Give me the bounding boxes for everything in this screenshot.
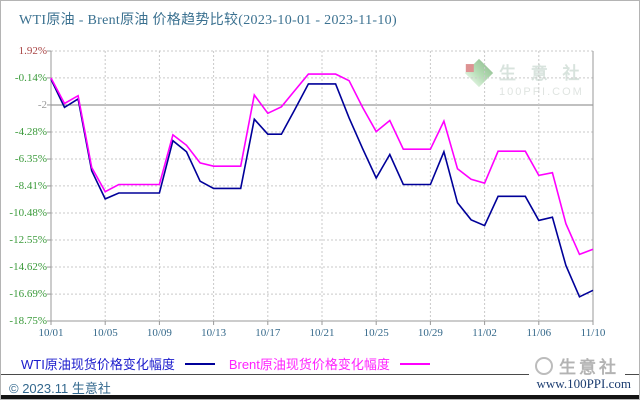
x-axis-label: 10/13 [201, 327, 227, 339]
x-axis-label: 11/02 [472, 327, 497, 339]
y-axis-label: -10.48% [9, 206, 47, 219]
legend-brent-line-swatch [399, 362, 430, 365]
x-axis-label: 10/05 [92, 327, 118, 339]
footer-divider [1, 374, 639, 375]
chart-plot-area [47, 50, 594, 325]
copyright-text: © 2023.11 生意社 [9, 381, 111, 396]
legend-wti-line-swatch [184, 362, 215, 365]
bottom-black-bar [1, 395, 639, 399]
wti-line [50, 78, 594, 298]
x-axis-label: 10/29 [417, 327, 443, 339]
legend-wti-label: WTI原油现货价格变化幅度 [21, 357, 175, 372]
y-axis-label: -18.75% [9, 315, 47, 327]
y-axis-label: -16.69% [9, 288, 47, 301]
brent-line [50, 73, 594, 256]
x-axis-label: 10/01 [38, 327, 64, 339]
x-axis-label: 10/21 [309, 327, 335, 339]
chart-title: WTI原油 - Brent原油 价格趋势比较(2023-10-01 - 2023… [19, 13, 397, 28]
footer-logo[interactable]: 生意社 [529, 353, 625, 378]
y-axis-label: -6.35% [14, 153, 47, 166]
watermark-site-url: 100PPI.COM [499, 86, 584, 98]
footer-logo-text: 生意社 [559, 358, 619, 377]
y-axis-label: -8.41% [14, 179, 47, 192]
chart-legend: WTI原油现货价格变化幅度 Brent原油现货价格变化幅度 [21, 354, 444, 373]
y-axis-label: -4.28% [14, 125, 47, 138]
y-axis-label: -14.62% [9, 261, 47, 274]
y-axis-label: -2 [37, 98, 47, 111]
legend-brent-label: Brent原油现货价格变化幅度 [228, 357, 390, 372]
y-axis-label: 1.92% [18, 45, 47, 57]
x-axis-label: 11/06 [526, 327, 552, 339]
site-url-link[interactable]: www.100PPI.com [536, 376, 632, 391]
x-axis-label: 10/25 [363, 327, 389, 339]
logo-circle-icon [535, 356, 553, 375]
x-axis-label: 11/10 [580, 327, 606, 339]
y-axis-label: -0.14% [14, 71, 47, 84]
x-axis-label: 10/17 [255, 327, 281, 339]
x-axis-label: 10/09 [146, 327, 172, 339]
y-axis-label: -12.55% [9, 234, 47, 246]
